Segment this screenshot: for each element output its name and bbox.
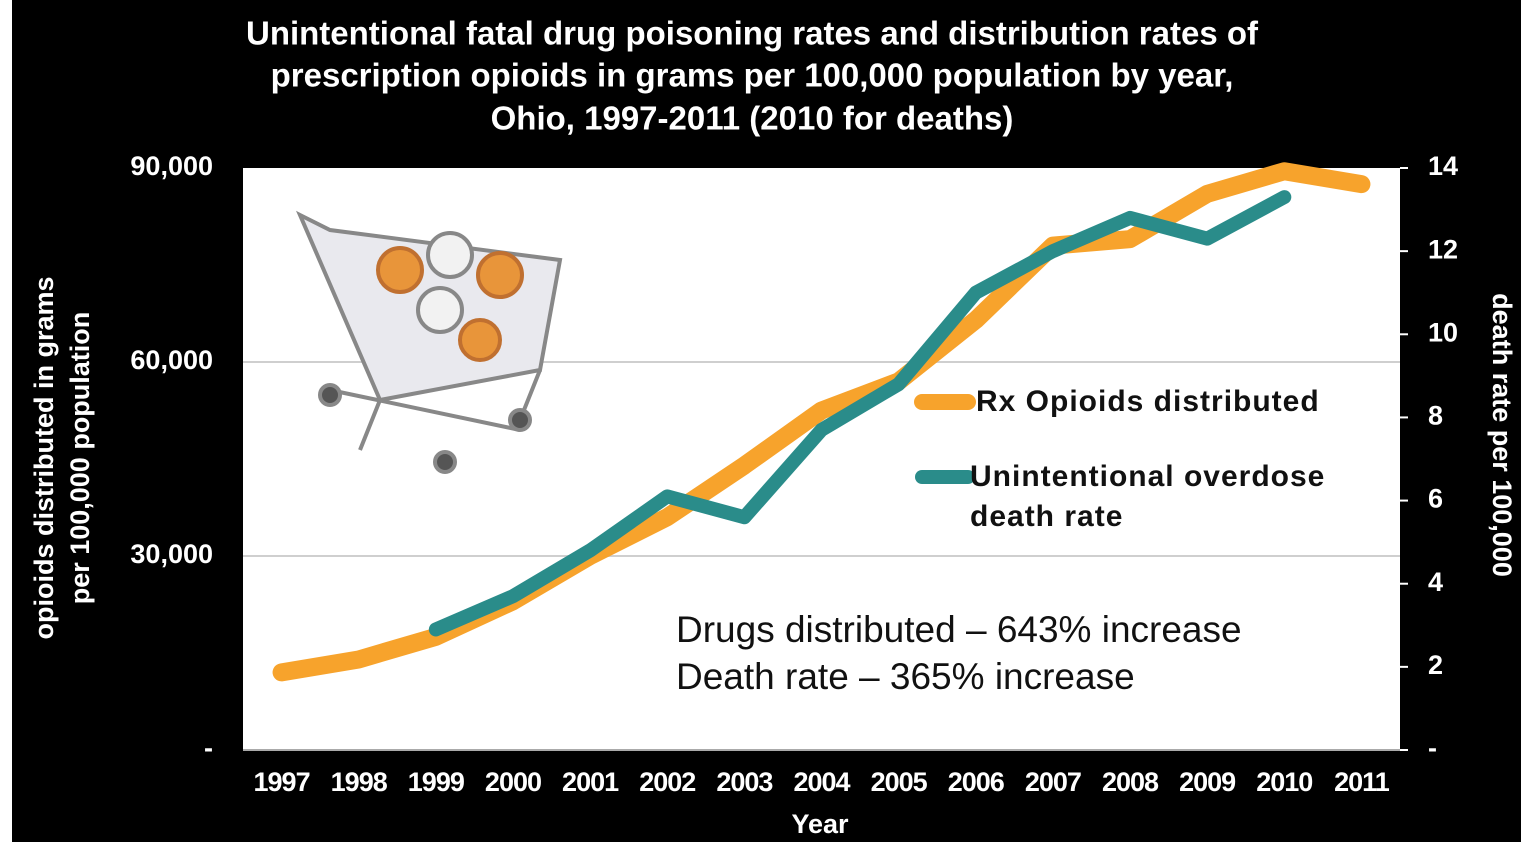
data-line [428,190,1292,637]
x-tick-label: 1999 [408,767,465,797]
y2-tick-label: 14 [1428,151,1458,181]
x-tick-label: 2001 [562,767,619,797]
x-tick-label: 2006 [948,767,1005,797]
x-tick-label: 2005 [871,767,928,797]
x-tick-label: 2009 [1179,767,1236,797]
y2-tick-label: 6 [1428,484,1443,514]
legend-entry: Unintentional overdose death rate [970,460,1326,533]
x-tick-label: 2010 [1256,767,1312,797]
y-tick-label: 30,000 [130,539,213,569]
chart-title: Ohio, 1997-2011 (2010 for deaths) [491,100,1014,137]
legend-entry: Rx Opioids distributed [976,385,1320,418]
y-axis-label: opioids distributed in grams [29,276,59,639]
y2-tick-label: - [1428,733,1437,763]
y2-axis-label: death rate per 100,000 [1487,293,1517,577]
x-tick-label: 2002 [639,767,695,797]
chart-title: prescription opioids in grams per 100,00… [271,57,1234,94]
annotation: Death rate – 365% increase [676,656,1135,697]
annotation: Drugs distributed – 643% increase [676,609,1242,650]
x-tick-label: 2007 [1025,767,1081,797]
y2-tick-label: 10 [1428,317,1458,347]
x-tick-label: 1998 [331,767,388,797]
chart-title: Unintentional fatal drug poisoning rates… [246,15,1259,52]
x-tick-label: 2011 [1334,767,1390,797]
y-tick-label: 90,000 [130,151,213,181]
legend-label: Rx Opioids distributed [976,385,1320,418]
x-tick-label: 2008 [1102,767,1159,797]
y-tick-label: 60,000 [130,345,213,375]
y-tick-label: - [204,733,213,763]
x-tick-label: 2004 [793,767,850,797]
y-axis-label: per 100,000 population [65,312,95,605]
legend-label: Unintentional overdose death rate [970,460,1326,533]
y2-tick-label: 2 [1428,650,1443,680]
y2-tick-label: 12 [1428,234,1458,264]
x-tick-label: 1997 [254,767,310,797]
y2-tick-label: 4 [1428,567,1443,597]
x-tick-label: 2000 [485,767,541,797]
y2-tick-label: 8 [1428,401,1443,431]
cart-illustration [295,210,563,474]
x-tick-label: 2003 [716,767,773,797]
x-axis-label: Year [791,809,849,839]
